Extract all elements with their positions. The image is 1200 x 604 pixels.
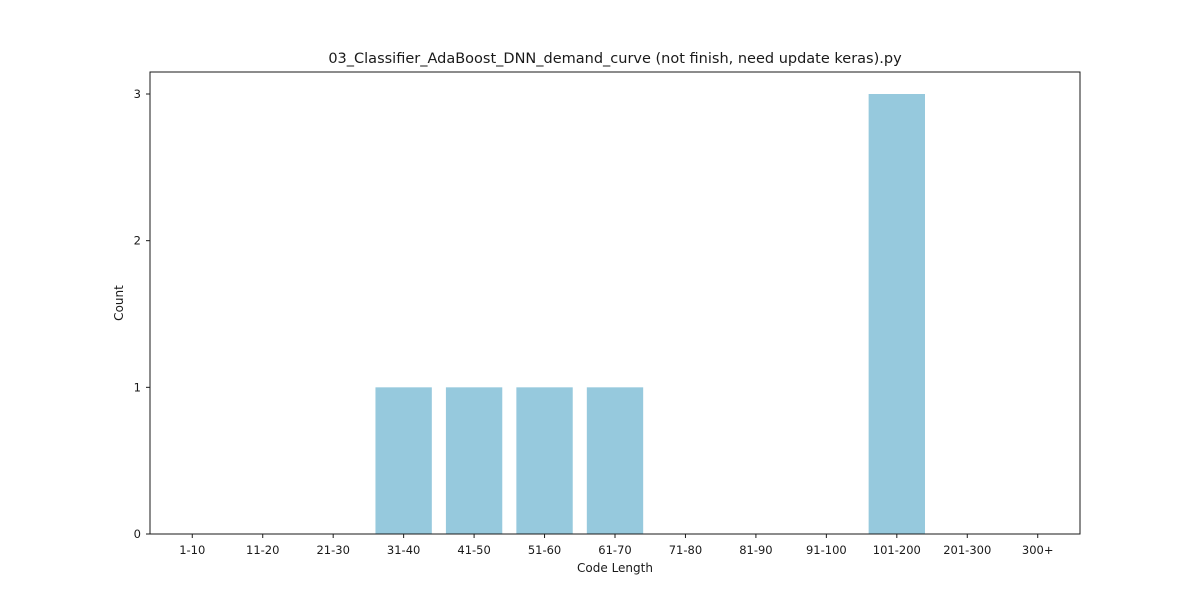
bar-101-200: [868, 94, 925, 534]
x-tick-label: 51-60: [528, 543, 561, 557]
bar-61-70: [586, 387, 644, 534]
y-tick-label: 0: [134, 527, 141, 541]
bar-31-40: [375, 387, 432, 534]
x-tick-label: 11-20: [246, 543, 279, 557]
x-tick-label: 21-30: [316, 543, 349, 557]
y-axis: 0 1 2 3: [134, 87, 150, 541]
x-tick-label: 81-90: [739, 543, 772, 557]
x-tick-label: 101-200: [873, 543, 921, 557]
x-tick-label: 91-100: [806, 543, 847, 557]
y-tick-label: 3: [134, 87, 141, 101]
chart-title: 03_Classifier_AdaBoost_DNN_demand_curve …: [328, 51, 902, 67]
x-tick-label: 41-50: [457, 543, 490, 557]
x-tick-label: 1-10: [179, 543, 205, 557]
bars-layer: [375, 94, 925, 534]
x-axis-label: Code Length: [577, 561, 653, 575]
x-tick-label: 31-40: [387, 543, 420, 557]
bar-51-60: [516, 387, 573, 534]
x-tick-label: 61-70: [598, 543, 631, 557]
x-tick-label: 300+: [1022, 543, 1054, 557]
y-tick-label: 1: [134, 380, 141, 394]
y-tick-label: 2: [134, 234, 141, 248]
bar-41-50: [445, 387, 503, 534]
y-axis-label: Count: [112, 285, 126, 321]
x-axis: 1-10 11-20 21-30 31-40 41-50 51-60 61-70 71-80 8…: [179, 534, 1054, 557]
x-tick-label: 201-300: [943, 543, 991, 557]
x-tick-label: 71-80: [669, 543, 702, 557]
